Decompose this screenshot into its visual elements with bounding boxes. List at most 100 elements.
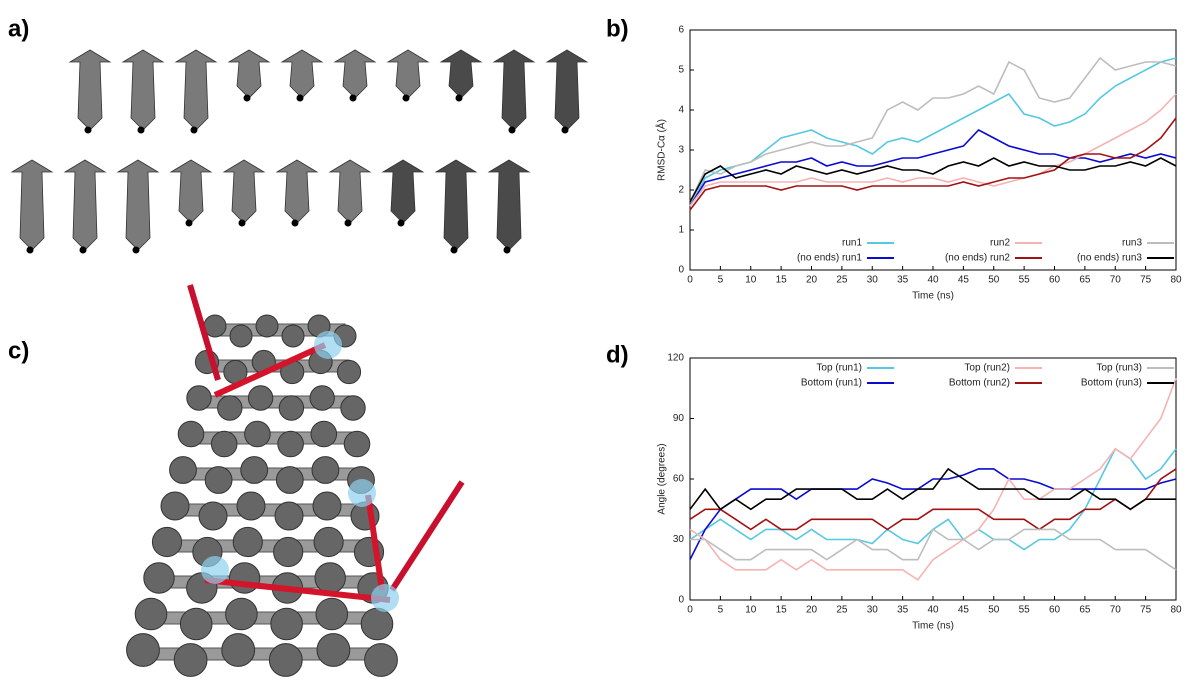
atom	[229, 324, 253, 348]
x-tick-label: 10	[745, 275, 757, 286]
atom	[270, 607, 303, 641]
strand-shape	[386, 49, 430, 99]
x-tick-label: 60	[1049, 605, 1061, 616]
panel-label: c)	[8, 337, 29, 364]
x-tick-label: 45	[958, 605, 970, 616]
terminal-dot	[455, 94, 463, 102]
atom	[275, 466, 304, 494]
strand-shape	[174, 49, 218, 131]
x-tick-label: 65	[1079, 605, 1091, 616]
atom	[312, 491, 342, 521]
terminal-dot	[291, 219, 299, 227]
x-tick-label: 65	[1079, 275, 1091, 286]
strand-shape	[333, 49, 377, 99]
vector-bar	[213, 342, 327, 398]
x-tick-label: 5	[718, 275, 724, 286]
atom	[281, 324, 305, 348]
x-tick-label: 30	[867, 275, 879, 286]
y-axis-label: Angle (degrees)	[657, 443, 668, 514]
series-line	[689, 57, 1177, 207]
atom	[198, 501, 228, 531]
panel-label: b)	[606, 15, 629, 42]
terminal-dot	[397, 219, 405, 227]
strand-shape	[381, 159, 425, 224]
x-tick-label: 75	[1140, 605, 1152, 616]
terminal-dot	[185, 219, 193, 227]
strand-shape	[121, 49, 165, 131]
series-line	[689, 468, 1177, 531]
atom	[274, 501, 304, 531]
atom	[268, 643, 303, 677]
strand-shape	[545, 49, 589, 131]
series-line	[689, 157, 1177, 203]
x-tick-label: 75	[1140, 275, 1152, 286]
x-tick-label: 20	[806, 275, 818, 286]
x-tick-label: 10	[745, 605, 757, 616]
normal-arrow	[389, 480, 465, 592]
atom	[177, 420, 205, 448]
atom	[311, 456, 340, 484]
y-tick-label: 90	[673, 413, 685, 424]
y-tick-label: 1	[678, 225, 684, 236]
x-tick-label: 5	[718, 605, 724, 616]
atom	[134, 597, 168, 631]
atom	[255, 314, 279, 338]
atom	[247, 385, 274, 411]
strand-shape	[222, 159, 266, 224]
atom	[277, 430, 304, 458]
x-tick-label: 0	[687, 605, 693, 616]
x-tick-label: 25	[836, 275, 848, 286]
atom	[315, 597, 349, 631]
series-line	[690, 528, 1177, 571]
series-line	[689, 56, 1177, 203]
atom	[169, 456, 197, 484]
y-tick-label: 120	[667, 353, 684, 364]
strand-shape	[116, 159, 160, 251]
terminal-dot	[561, 126, 569, 134]
strand-shape	[487, 159, 531, 251]
strand-shape	[10, 159, 54, 251]
atom	[179, 607, 213, 641]
x-tick-label: 40	[927, 275, 939, 286]
series-line	[689, 377, 1177, 581]
atom	[217, 395, 243, 421]
terminal-dot	[296, 94, 304, 102]
y-axis-label: RMSD-Cα (Å)	[655, 119, 668, 181]
terminal-dot	[450, 246, 458, 254]
atom	[204, 466, 233, 494]
atom	[244, 420, 271, 448]
atom	[232, 526, 263, 558]
atom	[160, 491, 190, 521]
series-line	[689, 129, 1177, 207]
atom	[336, 359, 362, 385]
atom	[273, 536, 304, 568]
highlight-atom	[371, 584, 399, 612]
strand-shape	[439, 49, 483, 99]
structure-images	[10, 49, 589, 677]
x-tick-label: 40	[927, 605, 939, 616]
x-tick-label: 35	[897, 275, 909, 286]
legend-label: Top (run1)	[816, 363, 862, 374]
atom	[309, 385, 335, 411]
terminal-dot	[402, 94, 410, 102]
atom	[143, 562, 175, 594]
x-tick-label: 55	[1019, 605, 1031, 616]
atom	[228, 562, 261, 594]
atom	[313, 526, 344, 558]
y-tick-label: 0	[678, 265, 684, 276]
legend-label: (no ends) run2	[945, 253, 1010, 264]
x-tick-label: 55	[1019, 275, 1031, 286]
y-tick-label: 3	[678, 145, 684, 156]
strand-shape	[280, 49, 324, 99]
atom	[126, 633, 160, 667]
legend-label: Bottom (run3)	[1081, 378, 1142, 389]
terminal-dot	[26, 246, 34, 254]
x-tick-label: 35	[897, 605, 909, 616]
strand-shape	[275, 159, 319, 224]
terminal-dot	[79, 246, 87, 254]
atom	[151, 526, 183, 558]
atom	[343, 430, 371, 458]
x-tick-label: 80	[1170, 605, 1182, 616]
legend-label: run2	[990, 238, 1010, 249]
terminal-dot	[243, 94, 251, 102]
